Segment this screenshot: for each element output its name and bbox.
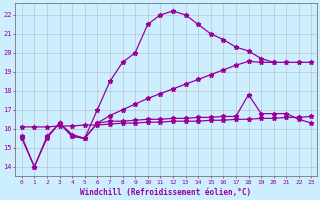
- X-axis label: Windchill (Refroidissement éolien,°C): Windchill (Refroidissement éolien,°C): [80, 188, 252, 197]
